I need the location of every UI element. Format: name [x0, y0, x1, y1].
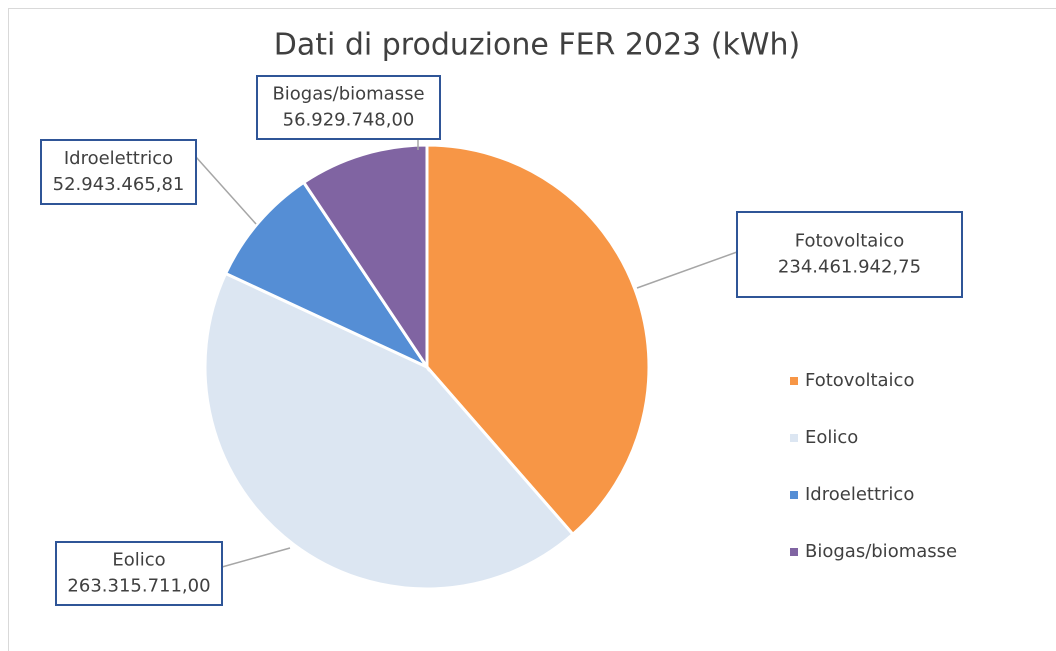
- legend-label: Biogas/biomasse: [805, 541, 957, 562]
- data-label-box: [736, 211, 963, 298]
- data-label-box: [256, 75, 441, 140]
- data-label-category: Idroelettrico: [64, 148, 173, 169]
- pie-slice: [425, 143, 651, 537]
- legend-swatch: [790, 548, 798, 556]
- data-label-value: 56.929.748,00: [283, 110, 415, 131]
- legend-swatch: [790, 491, 798, 499]
- data-label-value: 52.943.465,81: [53, 174, 185, 195]
- data-label-box: [40, 139, 197, 205]
- leader-line: [221, 547, 291, 568]
- legend-label: Idroelettrico: [805, 484, 914, 505]
- legend-label: Eolico: [805, 427, 858, 448]
- data-label-category: Fotovoltaico: [795, 231, 904, 252]
- chart-title: Dati di produzione FER 2023 (kWh): [274, 28, 801, 63]
- data-label-category: Biogas/biomasse: [272, 84, 424, 105]
- data-label-value: 234.461.942,75: [778, 257, 921, 278]
- data-label-category: Eolico: [112, 550, 165, 571]
- leader-line: [195, 156, 257, 225]
- data-label-box: [55, 541, 223, 606]
- legend-swatch: [790, 434, 798, 442]
- legend-label: Fotovoltaico: [805, 370, 914, 391]
- pie-slice: [301, 143, 429, 372]
- legend-swatch: [790, 377, 798, 385]
- pie-slice: [223, 180, 432, 371]
- data-label-value: 263.315.711,00: [67, 576, 210, 597]
- pie-slice: [203, 271, 576, 591]
- leader-line: [636, 251, 738, 289]
